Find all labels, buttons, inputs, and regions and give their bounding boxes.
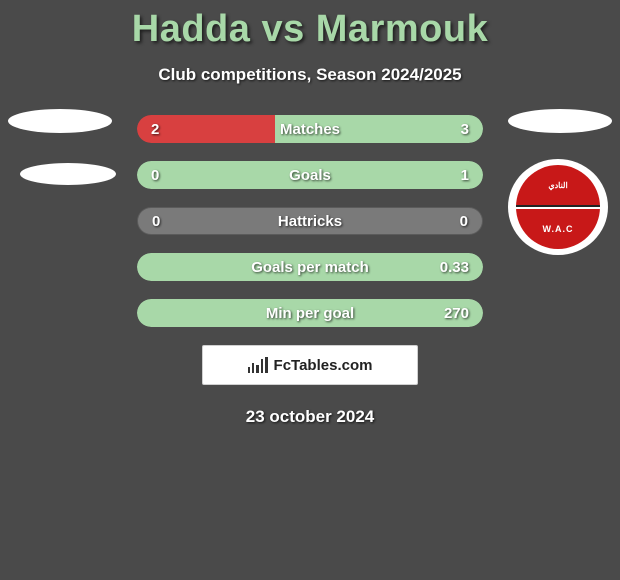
right-club-logo: النادي W.A.C [508,159,608,255]
stat-bar: 0Hattricks0 [137,207,483,235]
stat-bar: Goals per match0.33 [137,253,483,281]
page-subtitle: Club competitions, Season 2024/2025 [0,65,620,85]
comparison-panel: النادي W.A.C 2Matches30Goals10Hattricks0… [0,115,620,427]
club-logo-bottom-text: W.A.C [516,209,600,249]
bar-value-right: 1 [461,167,469,184]
right-badge-1 [508,109,612,133]
bar-value-right: 0.33 [440,259,469,276]
right-player-badges: النادي W.A.C [508,109,612,255]
snapshot-date: 23 october 2024 [0,407,620,427]
stat-bar: 2Matches3 [137,115,483,143]
bar-label: Goals per match [137,259,483,276]
bar-value-right: 0 [460,213,468,230]
stat-bar: 0Goals1 [137,161,483,189]
stat-bars: 2Matches30Goals10Hattricks0Goals per mat… [137,115,483,327]
brand-badge[interactable]: FcTables.com [202,345,418,385]
bar-value-right: 270 [444,305,469,322]
bar-label: Min per goal [137,305,483,322]
brand-text: FcTables.com [274,357,373,374]
brand-chart-icon [248,357,268,373]
left-player-badges [8,109,116,215]
page-title: Hadda vs Marmouk [0,0,620,51]
left-badge-2 [20,163,116,185]
bar-value-right: 3 [461,121,469,138]
bar-label: Matches [137,121,483,138]
bar-label: Goals [137,167,483,184]
bar-label: Hattricks [138,213,482,230]
club-logo-top-text: النادي [516,165,600,207]
left-badge-1 [8,109,112,133]
stat-bar: Min per goal270 [137,299,483,327]
